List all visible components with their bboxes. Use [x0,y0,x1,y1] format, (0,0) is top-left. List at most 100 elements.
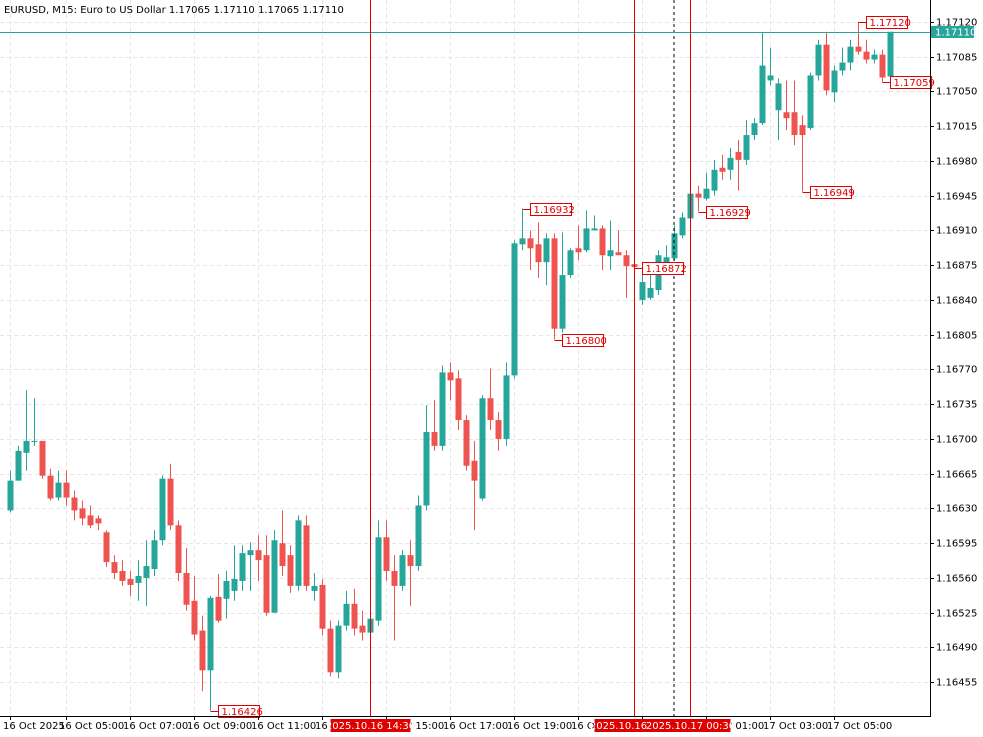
candle-body [407,555,414,567]
candle-body [383,537,390,572]
candle-body [415,505,422,567]
candle-body [791,112,798,136]
candle-body [159,478,166,541]
y-tick-label: 1.16980 [936,157,977,168]
candle-body [423,431,430,506]
candle-body [519,238,526,245]
candle-body [327,628,334,673]
date-box-label: 2025.10.17 00:30 [646,721,735,732]
candle-body [839,62,846,71]
y-tick-label: 1.16665 [936,470,977,481]
candle-body [847,46,854,63]
candle-body [215,596,222,621]
candle-body [583,228,590,251]
y-tick-label: 1.16875 [936,261,977,272]
price-label: 1.16929 [710,208,751,219]
date-box [650,719,731,732]
candle-body [815,44,822,76]
candle-body [351,603,358,629]
x-tick-label: 16 Oct 17:00 [443,721,508,732]
candle-body [23,440,30,453]
candle-body [199,630,206,671]
candle-body [775,83,782,111]
x-tick-label: 16 Oct 2025 [3,721,65,732]
price-label-box [890,76,932,89]
y-tick-label: 1.16630 [936,504,977,515]
candle-body [591,228,598,231]
candle-body [607,250,614,257]
candle-body [183,572,190,605]
candle-body [279,543,286,567]
candle-body [663,257,670,264]
candle-body [343,603,350,626]
candle-body [727,157,734,170]
y-tick-label: 1.17015 [936,122,977,133]
candle-body [71,497,78,511]
price-label: 1.16426 [222,707,263,718]
candle-body [399,555,406,586]
candle-body [831,70,838,93]
candle-body [295,520,302,586]
candle-body [759,65,766,124]
candle-body [175,525,182,573]
y-tick-label: 1.16700 [936,435,977,446]
candle-body [207,597,214,671]
candle-body [127,578,134,585]
price-label-box [642,262,684,275]
candle-body [487,398,494,421]
candle-body [575,248,582,253]
candle-body [527,238,534,249]
candle-body [167,478,174,526]
candle-body [551,238,558,329]
price-label: 1.17120 [870,18,911,29]
price-label-box [706,206,748,219]
y-tick-label: 1.16455 [936,678,977,689]
candle-body [615,252,622,256]
candle-body [719,167,726,172]
candle-body [271,540,278,613]
candle-body [55,482,62,498]
candle-body [463,420,470,466]
y-tick-label: 1.16840 [936,296,977,307]
price-label-box [218,705,260,718]
candle-body [247,550,254,556]
date-box-label: 2025.10.16 14:30 [326,721,415,732]
date-box-label: 2025.10.16 22:45 [590,721,679,732]
y-tick-label: 1.16805 [936,331,977,342]
candle-body [119,571,126,581]
candle-body [319,584,326,629]
x-tick-label: 16 Oct 15:00 [379,721,444,732]
candle-body [103,532,110,563]
candle-body [823,44,830,91]
price-label-box [562,334,604,347]
candle-body [191,600,198,635]
x-tick-label: 16 Oct 07:00 [123,721,188,732]
candle-body [559,275,566,329]
y-tick-label: 1.16560 [936,574,977,585]
candle-body [807,75,814,129]
y-tick-label: 1.17120 [936,18,977,29]
y-tick-label: 1.16525 [936,609,977,620]
candle-body [503,375,510,439]
candle-body [543,238,550,263]
candle-body [439,372,446,446]
candle-body [143,566,150,578]
y-tick-label: 1.16910 [936,226,977,237]
candle-body [799,125,806,136]
candle-body [567,250,574,276]
candle-body [751,123,758,136]
axes [0,0,931,717]
candle-body [239,553,246,581]
bid-label: 1.17110 [935,28,976,39]
candle-body [135,575,142,583]
candle-body [623,255,630,267]
candle-body [879,54,886,78]
y-tick-label: 1.16735 [936,400,977,411]
candle-body [743,135,750,160]
date-box [330,719,411,732]
chart-title: EURUSD, M15: Euro to US Dollar 1.17065 1… [4,5,344,16]
candle-body [871,54,878,60]
candle-body [679,217,686,236]
x-tick-label: 17 Oct 03:00 [763,721,828,732]
